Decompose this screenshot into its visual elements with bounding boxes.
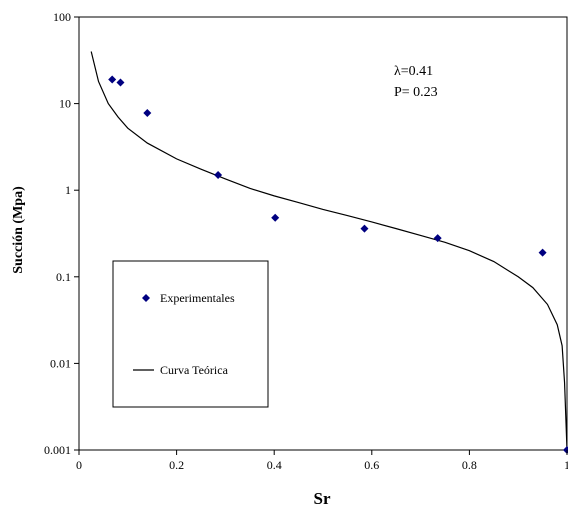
x-tick-label: 0.2 — [169, 458, 184, 472]
x-tick-label: 0.8 — [462, 458, 477, 472]
data-point-experimental — [271, 213, 280, 222]
legend-label-curva: Curva Teórica — [160, 363, 229, 377]
y-tick-label: 0.1 — [56, 270, 71, 284]
x-tick-label: 0 — [76, 458, 82, 472]
x-tick-label: 1 — [564, 458, 568, 472]
data-point-experimental — [433, 234, 442, 243]
y-tick-label: 0.01 — [50, 356, 71, 370]
legend-marker-experimentales — [142, 294, 150, 302]
x-tick-label: 0.6 — [364, 458, 379, 472]
data-point-experimental — [360, 224, 369, 233]
data-point-experimental — [116, 78, 125, 87]
x-tick-label: 0.4 — [267, 458, 282, 472]
legend-box — [112, 260, 269, 408]
data-point-experimental — [214, 170, 223, 179]
data-point-experimental — [538, 248, 547, 257]
y-tick-label: 100 — [53, 10, 71, 24]
y-tick-label: 1 — [65, 183, 71, 197]
y-tick-label: 10 — [59, 97, 71, 111]
data-point-experimental — [143, 108, 152, 117]
legend-label-experimentales: Experimentales — [160, 291, 235, 305]
series-layer — [90, 51, 568, 451]
y-axis-title: Succión (Mpa) — [11, 186, 26, 274]
plot-area — [78, 16, 568, 451]
y-tick-label: 0.001 — [44, 443, 71, 457]
annotation-p: P= 0.23 — [394, 85, 438, 100]
marker-layer — [108, 75, 568, 454]
annotation-lambda: λ=0.41 — [394, 64, 433, 79]
plot-frame — [78, 16, 568, 451]
series-line-curva-teorica — [90, 51, 568, 451]
x-axis-title: Sr — [314, 489, 331, 508]
data-point-experimental — [108, 75, 117, 84]
ticks-layer: 0 0.2 0.4 0.6 0.8 1 0.001 0.01 0.1 1 10 100 — [44, 10, 568, 472]
legend: Experimentales Curva Teórica — [112, 260, 269, 408]
